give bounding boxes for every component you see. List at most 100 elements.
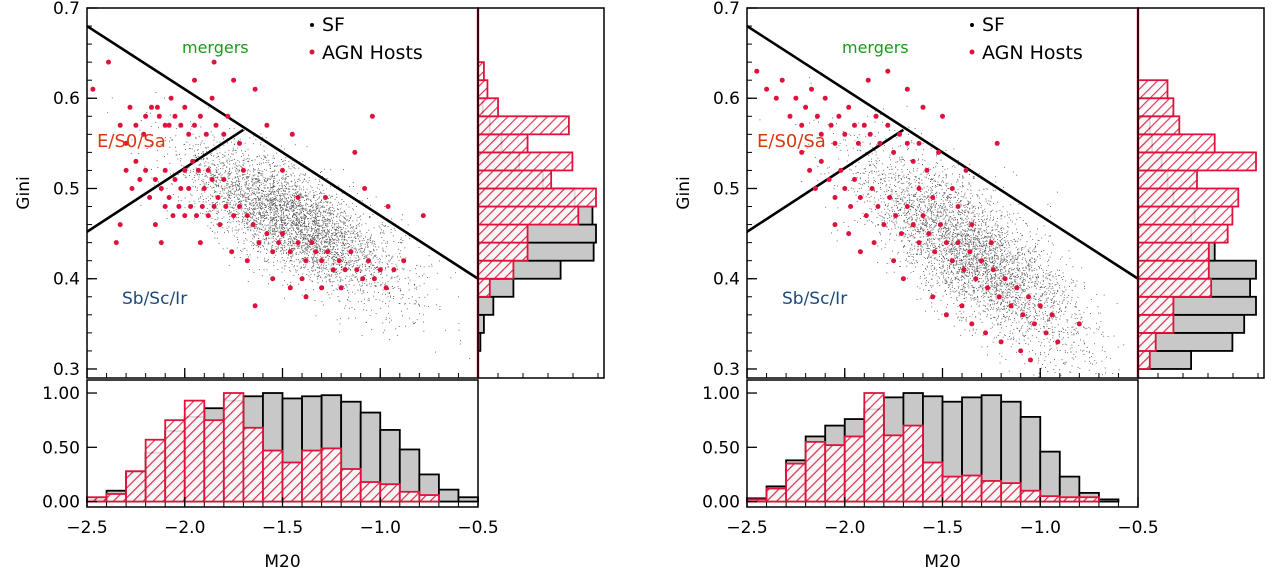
sf-point [336, 289, 337, 290]
sf-point [334, 211, 335, 212]
agn-histogram-bar [87, 497, 107, 501]
sf-point [283, 215, 284, 216]
sf-point [265, 207, 266, 208]
sf-point [244, 204, 245, 205]
sf-point [258, 206, 259, 207]
sf-point [243, 160, 244, 161]
sf-point [271, 207, 272, 208]
sf-point [343, 260, 344, 261]
sf-point [318, 260, 319, 261]
sf-point [180, 161, 181, 162]
sf-point [388, 313, 389, 314]
sf-point [386, 317, 387, 318]
sf-point [353, 230, 354, 231]
sf-point [348, 243, 349, 244]
sf-point [212, 210, 213, 211]
sf-point [272, 234, 273, 235]
sf-point [214, 192, 215, 193]
sf-point [306, 239, 307, 240]
sf-point [300, 180, 301, 181]
sf-point [323, 223, 324, 224]
sf-point [259, 156, 260, 157]
sf-point [320, 238, 321, 239]
sf-point [220, 193, 221, 194]
sf-point [213, 176, 214, 177]
sf-point [266, 199, 267, 200]
agn-points [90, 60, 425, 309]
sf-point [303, 218, 304, 219]
sf-point [284, 191, 285, 192]
sf-point [356, 250, 357, 251]
sf-point [211, 163, 212, 164]
sf-point [297, 181, 298, 182]
sf-point [357, 234, 358, 235]
sf-point [280, 207, 281, 208]
sf-point [258, 246, 259, 247]
agn-point [221, 177, 226, 182]
sf-point [374, 227, 375, 228]
sf-point [379, 261, 380, 262]
sf-point [215, 177, 216, 178]
sf-point [210, 167, 211, 168]
sf-point [293, 206, 294, 207]
sf-point [315, 179, 316, 180]
sf-point [231, 160, 232, 161]
sf-point [251, 200, 252, 201]
sf-point [290, 220, 291, 221]
sf-point [282, 185, 283, 186]
sf-point [281, 240, 282, 241]
sf-point [297, 248, 298, 249]
sf-point [308, 241, 309, 242]
sf-point [276, 190, 277, 191]
sf-point [385, 225, 386, 226]
sf-point [320, 249, 321, 250]
sf-point [320, 172, 321, 173]
sf-point [250, 230, 251, 231]
sf-point [408, 283, 409, 284]
sf-point [244, 223, 245, 224]
sf-point [320, 248, 321, 249]
sf-point [277, 205, 278, 206]
sf-point [286, 208, 287, 209]
sf-point [928, 290, 929, 291]
sf-point [323, 230, 324, 231]
sf-point [322, 185, 323, 186]
sf-point [363, 258, 364, 259]
sf-point [313, 239, 314, 240]
sf-point [890, 155, 891, 156]
sf-point [352, 203, 353, 204]
sf-point [400, 242, 401, 243]
sf-point [953, 211, 954, 212]
sf-point [990, 287, 991, 288]
agn-histogram-bar [341, 469, 361, 502]
sf-point [269, 199, 270, 200]
sf-point [333, 243, 334, 244]
sf-point [353, 227, 354, 228]
sf-point [273, 204, 274, 205]
sf-point [903, 246, 904, 247]
sf-point [885, 138, 886, 139]
sf-point [242, 175, 243, 176]
sf-point [173, 194, 174, 195]
sf-point [909, 224, 910, 225]
sf-point [398, 249, 399, 250]
sf-point [367, 198, 368, 199]
sf-point [263, 217, 264, 218]
sf-point [275, 223, 276, 224]
sf-point [265, 185, 266, 186]
sf-point [273, 189, 274, 190]
sf-point [294, 265, 295, 266]
sf-point [258, 178, 259, 179]
sf-point [283, 212, 284, 213]
sf-point [376, 257, 377, 258]
sf-point [293, 227, 294, 228]
sf-point [298, 225, 299, 226]
sf-point [391, 258, 392, 259]
sf-point [981, 248, 982, 249]
sf-point [313, 266, 314, 267]
sf-point [144, 166, 145, 167]
sf-point [305, 210, 306, 211]
sf-point [186, 177, 187, 178]
sf-point [256, 224, 257, 225]
